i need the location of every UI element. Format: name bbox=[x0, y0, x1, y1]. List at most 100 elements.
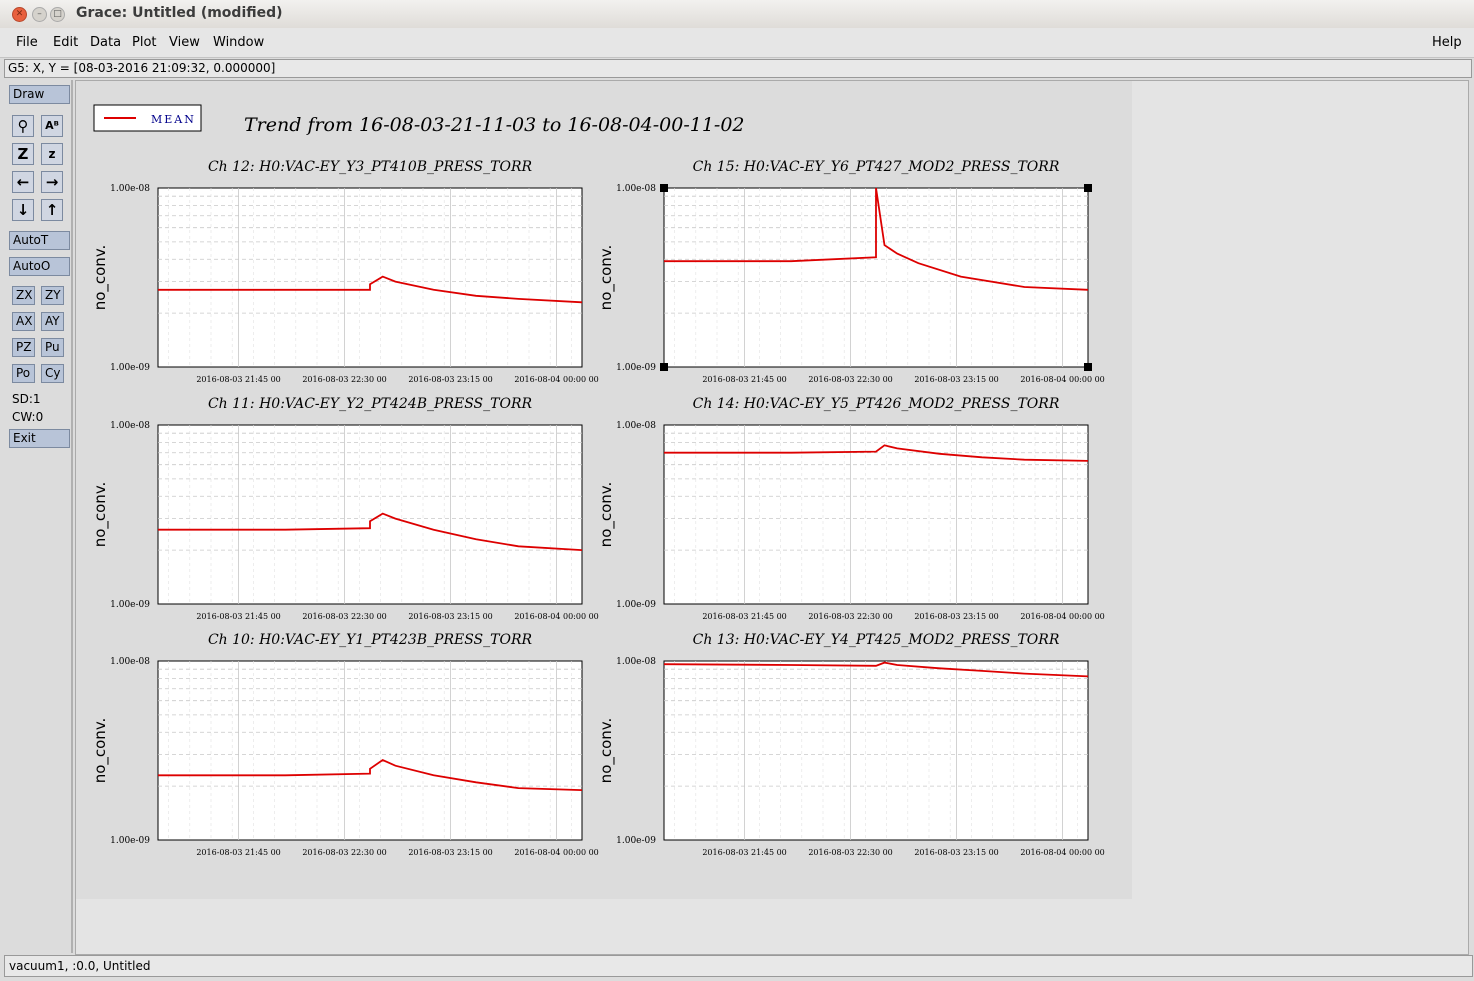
menu-help[interactable]: Help bbox=[1432, 35, 1462, 50]
y-axis-label: no_conv. bbox=[597, 245, 616, 311]
selection-handle bbox=[660, 363, 668, 371]
x-tick-label: 2016-08-03 23:15 00 bbox=[408, 848, 492, 857]
y-axis-label: no_conv. bbox=[91, 718, 110, 784]
chart-3: Ch 11: H0:VAC-EY_Y2_PT424B_PRESS_TORR 1.0… bbox=[91, 396, 599, 621]
menu-file[interactable]: File bbox=[16, 35, 38, 50]
cy-button[interactable]: Cy bbox=[41, 364, 64, 383]
x-tick-label: 2016-08-04 00:00 00 bbox=[1020, 375, 1104, 384]
chart-2: Ch 15: H0:VAC-EY_Y6_PT427_MOD2_PRESS_TOR… bbox=[597, 159, 1105, 384]
x-tick-label: 2016-08-03 21:45 00 bbox=[702, 375, 786, 384]
x-tick-label: 2016-08-03 21:45 00 bbox=[196, 612, 280, 621]
menu-bar: File Edit Data Plot View Window Help bbox=[0, 28, 1474, 58]
plot-canvas[interactable]: MEAN Trend from 16-08-03-21-11-03 to 16-… bbox=[76, 81, 1132, 899]
series-line-mean bbox=[158, 275, 583, 304]
chart-title: Ch 11: H0:VAC-EY_Y2_PT424B_PRESS_TORR bbox=[208, 396, 533, 412]
menu-plot[interactable]: Plot bbox=[132, 35, 157, 50]
minimize-icon[interactable]: – bbox=[32, 7, 47, 22]
scroll-down-icon[interactable]: ↓ bbox=[12, 199, 34, 221]
x-tick-label: 2016-08-03 23:15 00 bbox=[914, 848, 998, 857]
autoo-button[interactable]: AutoO bbox=[9, 257, 70, 276]
x-tick-label: 2016-08-03 21:45 00 bbox=[702, 612, 786, 621]
status-bar: vacuum1, :0.0, Untitled bbox=[4, 955, 1473, 977]
menu-window[interactable]: Window bbox=[213, 35, 265, 50]
legend-label: MEAN bbox=[151, 113, 196, 126]
x-tick-label: 2016-08-03 22:30 00 bbox=[808, 612, 892, 621]
series-line-mean bbox=[158, 512, 583, 551]
series-line-mean bbox=[663, 661, 1089, 678]
y-tick-label: 1.00e-08 bbox=[110, 657, 150, 667]
window-title: Grace: Untitled (modified) bbox=[76, 5, 283, 21]
x-tick-label: 2016-08-04 00:00 00 bbox=[514, 612, 598, 621]
series-line-mean bbox=[664, 444, 1089, 462]
current-world-label: CW:0 bbox=[12, 410, 44, 424]
window-titlebar: ✕ – □ Grace: Untitled (modified) bbox=[0, 0, 1474, 29]
y-tick-label: 1.00e-09 bbox=[616, 600, 656, 610]
po-button[interactable]: Po bbox=[12, 364, 35, 383]
selection-handle bbox=[1084, 184, 1092, 192]
x-tick-label: 2016-08-04 00:00 00 bbox=[514, 375, 598, 384]
x-tick-label: 2016-08-04 00:00 00 bbox=[514, 848, 598, 857]
x-tick-label: 2016-08-03 21:45 00 bbox=[196, 848, 280, 857]
ay-button[interactable]: AY bbox=[41, 312, 64, 331]
series-line-mean bbox=[664, 187, 1089, 291]
y-tick-label: 1.00e-09 bbox=[110, 836, 150, 846]
x-tick-label: 2016-08-03 23:15 00 bbox=[914, 375, 998, 384]
chart-title: Ch 12: H0:VAC-EY_Y3_PT410B_PRESS_TORR bbox=[208, 159, 533, 175]
y-tick-label: 1.00e-09 bbox=[110, 363, 150, 373]
y-axis-label: no_conv. bbox=[91, 482, 110, 548]
zy-button[interactable]: ZY bbox=[41, 286, 64, 305]
y-tick-label: 1.00e-09 bbox=[110, 600, 150, 610]
x-tick-label: 2016-08-03 21:45 00 bbox=[702, 848, 786, 857]
chart-title: Ch 15: H0:VAC-EY_Y6_PT427_MOD2_PRESS_TOR… bbox=[693, 159, 1060, 175]
y-tick-label: 1.00e-08 bbox=[616, 421, 656, 431]
x-tick-label: 2016-08-03 21:45 00 bbox=[196, 375, 280, 384]
plot-frame bbox=[663, 424, 1089, 605]
autot-button[interactable]: AutoT bbox=[9, 231, 70, 250]
maximize-icon[interactable]: □ bbox=[50, 7, 65, 22]
menu-data[interactable]: Data bbox=[90, 35, 122, 50]
scroll-right-icon[interactable]: → bbox=[41, 171, 63, 193]
x-tick-label: 2016-08-03 22:30 00 bbox=[808, 375, 892, 384]
chart-1: Ch 12: H0:VAC-EY_Y3_PT410B_PRESS_TORR 1.0… bbox=[91, 159, 599, 384]
y-tick-label: 1.00e-09 bbox=[616, 363, 656, 373]
draw-button[interactable]: Draw bbox=[9, 85, 70, 104]
menu-edit[interactable]: Edit bbox=[53, 35, 79, 50]
plot-frame bbox=[663, 660, 1089, 841]
menu-view[interactable]: View bbox=[169, 35, 200, 50]
ax-button[interactable]: AX bbox=[12, 312, 35, 331]
chart-4: Ch 14: H0:VAC-EY_Y5_PT426_MOD2_PRESS_TOR… bbox=[597, 396, 1105, 621]
charts-group: Ch 12: H0:VAC-EY_Y3_PT410B_PRESS_TORR 1.0… bbox=[91, 159, 1105, 857]
zoom-out-icon[interactable]: z bbox=[41, 143, 63, 165]
y-tick-label: 1.00e-09 bbox=[616, 836, 656, 846]
x-tick-label: 2016-08-03 23:15 00 bbox=[408, 375, 492, 384]
chart-6: Ch 13: H0:VAC-EY_Y4_PT425_MOD2_PRESS_TOR… bbox=[597, 632, 1105, 857]
zx-button[interactable]: ZX bbox=[12, 286, 35, 305]
zoom-in-icon[interactable]: Z bbox=[12, 143, 34, 165]
chart-5: Ch 10: H0:VAC-EY_Y1_PT423B_PRESS_TORR 1.0… bbox=[91, 632, 599, 857]
series-line-mean bbox=[158, 758, 583, 791]
pu-button[interactable]: Pu bbox=[41, 338, 64, 357]
scroll-up-icon[interactable]: ↑ bbox=[41, 199, 63, 221]
y-tick-label: 1.00e-08 bbox=[616, 184, 656, 194]
selection-handle bbox=[660, 184, 668, 192]
exit-button[interactable]: Exit bbox=[9, 429, 70, 448]
pz-button[interactable]: PZ bbox=[12, 338, 35, 357]
toolbar: Draw ⚲ Aᴮ Z z ← → ↓ ↑ AutoT AutoO ZX ZY … bbox=[4, 80, 73, 953]
y-axis-label: no_conv. bbox=[597, 482, 616, 548]
x-tick-label: 2016-08-03 22:30 00 bbox=[808, 848, 892, 857]
x-tick-label: 2016-08-03 23:15 00 bbox=[914, 612, 998, 621]
text-annotation-icon[interactable]: Aᴮ bbox=[41, 115, 63, 137]
y-tick-label: 1.00e-08 bbox=[110, 184, 150, 194]
chart-title: Ch 10: H0:VAC-EY_Y1_PT423B_PRESS_TORR bbox=[208, 632, 533, 648]
x-tick-label: 2016-08-04 00:00 00 bbox=[1020, 612, 1104, 621]
y-tick-label: 1.00e-08 bbox=[616, 657, 656, 667]
plot-frame bbox=[157, 424, 583, 605]
chart-title: Ch 14: H0:VAC-EY_Y5_PT426_MOD2_PRESS_TOR… bbox=[693, 396, 1060, 412]
zoom-magnifier-icon[interactable]: ⚲ bbox=[12, 115, 34, 137]
x-tick-label: 2016-08-03 22:30 00 bbox=[302, 375, 386, 384]
x-tick-label: 2016-08-03 22:30 00 bbox=[302, 848, 386, 857]
scroll-left-icon[interactable]: ← bbox=[12, 171, 34, 193]
plot-title: Trend from 16-08-03-21-11-03 to 16-08-04… bbox=[244, 114, 745, 136]
close-icon[interactable]: ✕ bbox=[12, 7, 27, 22]
stack-depth-label: SD:1 bbox=[12, 392, 41, 406]
